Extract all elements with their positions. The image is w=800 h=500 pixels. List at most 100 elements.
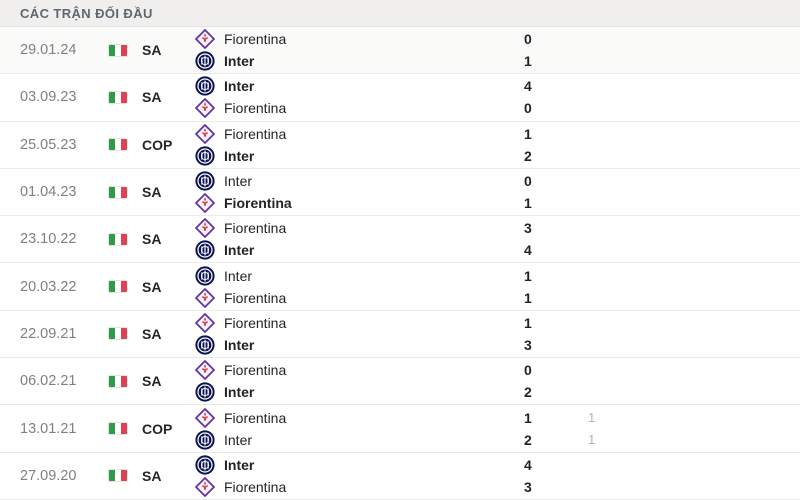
match-date: 20.03.22 xyxy=(20,278,77,295)
inter-logo-icon xyxy=(195,382,215,402)
fiorentina-logo-icon xyxy=(195,287,215,308)
inter-logo-icon xyxy=(195,51,215,71)
team-line: Fiorentina 1 1 xyxy=(195,407,800,428)
team-line: Fiorentina 1 xyxy=(195,312,800,333)
team-score: 0 xyxy=(524,31,532,48)
panel-header: CÁC TRẬN ĐỐI ĐẦU xyxy=(0,0,800,27)
team-name: Inter xyxy=(224,242,255,259)
team-name: Fiorentina xyxy=(224,100,287,117)
fiorentina-logo-icon xyxy=(195,123,215,144)
team-score: 0 xyxy=(524,362,532,379)
team-name: Inter xyxy=(224,53,255,70)
inter-logo-icon xyxy=(195,171,215,191)
team-score: 0 xyxy=(524,173,532,190)
inter-logo-icon xyxy=(195,429,215,450)
team-name: Inter xyxy=(224,456,255,473)
fiorentina-logo-icon xyxy=(195,98,215,119)
inter-logo-icon xyxy=(195,76,215,97)
team-score: 2 xyxy=(524,147,532,164)
match-date: 29.01.24 xyxy=(20,42,77,59)
inter-logo-icon xyxy=(195,266,215,286)
competition-code: SA xyxy=(142,184,162,201)
team-score: 1 xyxy=(524,409,532,426)
match-row[interactable]: 25.05.23 COP Fiorentina 1 Inter 2 xyxy=(0,121,800,169)
fiorentina-logo-icon xyxy=(195,313,215,333)
italy-flag-icon xyxy=(108,43,128,57)
panel-title: CÁC TRẬN ĐỐI ĐẦU xyxy=(20,5,153,21)
team-line: Inter 1 xyxy=(195,51,800,72)
italy-flag-icon xyxy=(108,138,128,152)
match-date: 03.09.23 xyxy=(20,89,77,106)
team-name: Inter xyxy=(224,384,255,401)
team-line: Inter 0 xyxy=(195,171,800,192)
match-date: 25.05.23 xyxy=(20,136,77,153)
competition-code: SA xyxy=(142,42,162,59)
italy-flag-icon xyxy=(108,185,128,199)
team-score: 4 xyxy=(524,242,532,259)
team-line: Inter 3 xyxy=(195,334,800,355)
team-score: 3 xyxy=(524,478,532,495)
italy-flag-icon xyxy=(108,232,128,246)
match-row[interactable]: 01.04.23 SA Inter 0 Fiorentina 1 xyxy=(0,168,800,217)
team-line: Inter 4 xyxy=(195,240,800,261)
match-date: 23.10.22 xyxy=(20,231,77,248)
match-date: 01.04.23 xyxy=(20,184,77,201)
team-name: Fiorentina xyxy=(224,220,287,237)
team-line: Fiorentina 0 xyxy=(195,360,800,381)
team-line: Inter 4 xyxy=(195,76,800,97)
team-line: Fiorentina 3 xyxy=(195,218,800,239)
team-name: Fiorentina xyxy=(224,125,287,142)
team-line: Inter 4 xyxy=(195,454,800,475)
match-row[interactable]: 23.10.22 SA Fiorentina 3 Inter 4 xyxy=(0,216,800,264)
team-name: Fiorentina xyxy=(224,289,287,306)
team-name: Inter xyxy=(224,431,253,448)
team-score: 4 xyxy=(524,78,532,95)
team-line: Fiorentina 1 xyxy=(195,123,800,144)
competition-code: SA xyxy=(142,231,162,248)
team-score: 1 xyxy=(524,289,532,306)
team-name: Inter xyxy=(224,78,255,95)
competition-code: SA xyxy=(142,278,162,295)
team-name: Fiorentina xyxy=(224,314,287,331)
match-row[interactable]: 27.09.20 SA Inter 4 Fiorentina 3 xyxy=(0,452,800,500)
match-row[interactable]: 13.01.21 COP Fiorentina 1 1 Inter 2 1 xyxy=(0,405,800,453)
italy-flag-icon xyxy=(108,327,128,341)
inter-logo-icon xyxy=(195,146,215,166)
team-name: Inter xyxy=(224,336,255,353)
team-score: 1 xyxy=(524,195,532,212)
match-row[interactable]: 22.09.21 SA Fiorentina 1 Inter 3 xyxy=(0,310,800,359)
team-secondary-score: 1 xyxy=(588,410,596,426)
team-name: Inter xyxy=(224,267,253,284)
team-line: Fiorentina 1 xyxy=(195,193,800,214)
team-score: 1 xyxy=(524,267,532,284)
team-line: Inter 1 xyxy=(195,265,800,286)
match-date: 13.01.21 xyxy=(20,420,77,437)
match-row[interactable]: 06.02.21 SA Fiorentina 0 Inter 2 xyxy=(0,358,800,406)
team-score: 2 xyxy=(524,431,532,448)
team-line: Inter 2 1 xyxy=(195,429,800,450)
match-row[interactable]: 03.09.23 SA Inter 4 Fiorentina 0 xyxy=(0,74,800,122)
team-name: Fiorentina xyxy=(224,362,287,379)
team-score: 3 xyxy=(524,220,532,237)
team-line: Inter 2 xyxy=(195,145,800,166)
fiorentina-logo-icon xyxy=(195,476,215,497)
team-line: Fiorentina 3 xyxy=(195,476,800,497)
team-name: Fiorentina xyxy=(224,409,287,426)
team-name: Fiorentina xyxy=(224,478,287,495)
team-line: Fiorentina 0 xyxy=(195,29,800,50)
match-row[interactable]: 20.03.22 SA Inter 1 Fiorentina 1 xyxy=(0,263,800,311)
match-row[interactable]: 29.01.24 SA Fiorentina 0 Inter 1 xyxy=(0,27,800,75)
fiorentina-logo-icon xyxy=(195,193,215,213)
competition-code: COP xyxy=(142,136,173,153)
team-name: Inter xyxy=(224,147,255,164)
fiorentina-logo-icon xyxy=(195,29,215,50)
italy-flag-icon xyxy=(108,422,128,436)
competition-code: SA xyxy=(142,325,162,342)
team-score: 1 xyxy=(524,125,532,142)
team-line: Inter 2 xyxy=(195,382,800,403)
team-score: 4 xyxy=(524,456,532,473)
fiorentina-logo-icon xyxy=(195,407,215,428)
italy-flag-icon xyxy=(108,280,128,294)
italy-flag-icon xyxy=(108,374,128,388)
